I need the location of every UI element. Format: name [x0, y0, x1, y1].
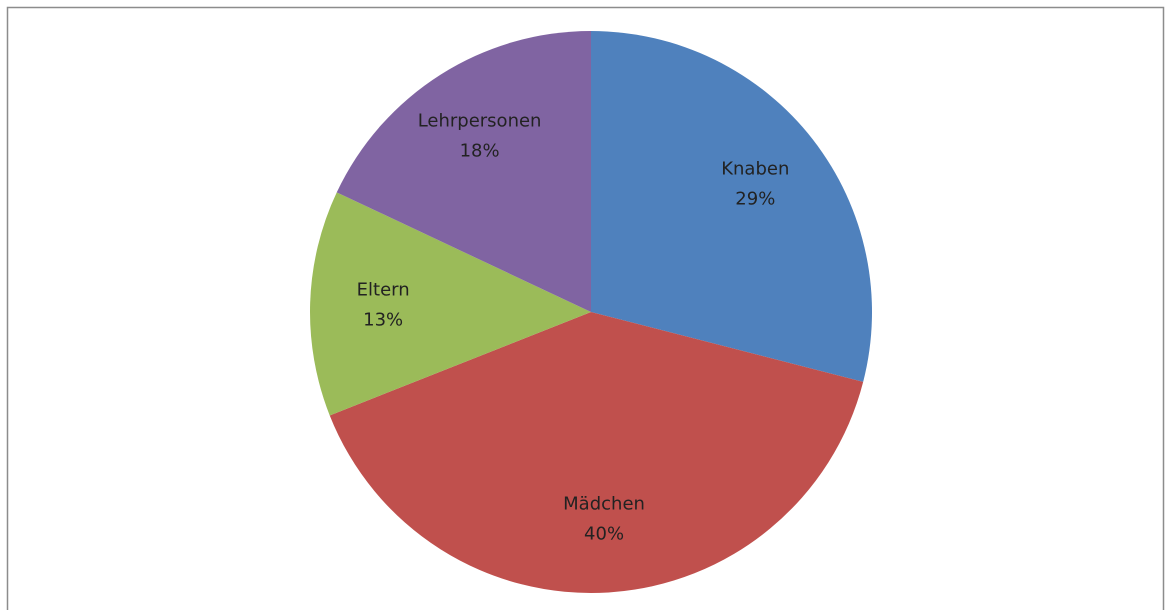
slice-label: Mädchen [563, 494, 645, 515]
slice-value-label: 18% [460, 140, 500, 161]
slice-label: Eltern [357, 279, 410, 300]
slice-value-label: 13% [363, 309, 403, 330]
pie-slice [591, 31, 872, 382]
slice-label: Knaben [721, 159, 789, 180]
slice-value-label: 40% [584, 524, 624, 545]
slice-label: Lehrpersonen [418, 110, 542, 131]
pie-slice [329, 312, 864, 593]
pie-slice [336, 31, 591, 312]
pie-slice [310, 192, 591, 416]
slice-value-label: 29% [735, 189, 775, 210]
